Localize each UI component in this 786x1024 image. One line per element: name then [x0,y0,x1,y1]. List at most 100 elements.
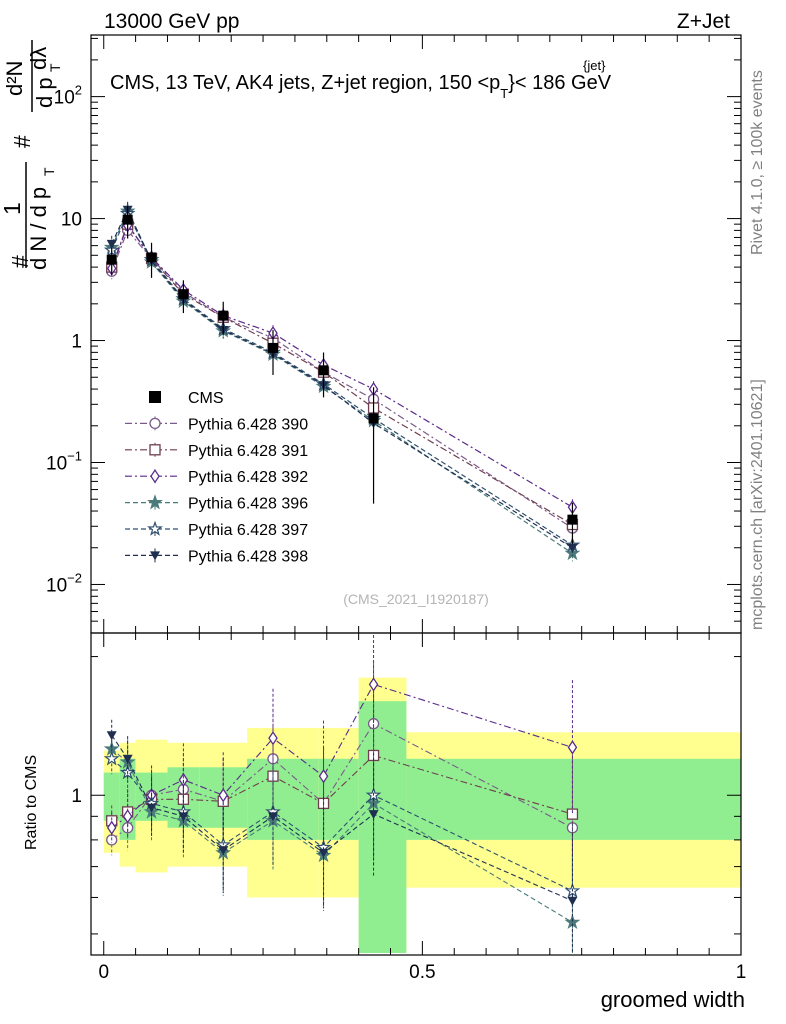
series-point [106,239,117,249]
y-tick-label-exponent: −2 [67,570,82,585]
ratio-point [122,754,133,764]
series-line [111,208,573,549]
ratio-point [218,788,229,803]
ratio-point [268,812,278,822]
plot-title-main: CMS, 13 TeV, AK4 jets, Z+jet region, 150… [110,72,500,94]
ratio-y-label: Ratio to CMS [23,755,40,850]
ratio-series [103,635,581,953]
band-inner [358,701,407,953]
series-line [111,212,573,546]
ratio-point [218,846,229,856]
ratio-point [178,812,189,822]
legend-marker [147,520,163,536]
ratio-y-ticks: 1 [71,656,741,935]
y-title-den2-sub: T [47,63,63,72]
ratio-point [146,803,157,813]
cms-point [106,254,117,265]
y-tick-label: 10 [61,210,82,231]
ratio-frame [90,632,742,956]
series-line [111,222,573,526]
y-tick-label: 1 [71,332,82,353]
plot-title: CMS, 13 TeV, AK4 jets, Z+jet region, 150… [110,72,612,101]
legend-label: Pythia 6.428 390 [188,416,308,433]
band-inner [247,758,319,840]
series-line [111,229,573,529]
ratio-line [111,683,573,829]
legend-label: Pythia 6.428 398 [188,548,308,565]
watermark: (CMS_2021_I1920187) [343,591,489,607]
legend: CMS Pythia 6.428 390 Pythia 6.428 391 Pythi… [125,390,308,565]
ratio-point [318,769,329,784]
x-tick-label: 0.5 [409,962,435,983]
ratio-point [268,731,278,746]
cms-point [146,252,157,263]
cms-point [318,365,329,376]
band-inner [103,772,120,821]
legend-marker [147,494,163,510]
y-tick-label: 102 [54,83,82,109]
main-plot: 102 10 1 10−1 10−2 CMS, 13 TeV, AK4 jets, Z+… [46,34,742,634]
plot-title-sup: {jet} [583,58,606,73]
cms-point [122,214,133,225]
series-line [111,224,573,508]
header-right: Z+Jet [677,10,730,33]
y-title-denom-sub: T [41,167,57,176]
main-x-ticks [103,35,742,633]
plot-title-sub: T [500,86,508,101]
cms-point [368,413,379,424]
legend-label: Pythia 6.428 397 [188,522,308,539]
cms-point [178,289,189,300]
x-tick-label: 0 [98,962,109,983]
y-title-denom: d N / d p [26,187,51,270]
legend-marker [149,444,161,456]
legend-label-cms: CMS [188,390,224,407]
header-left: 13000 GeV pp [104,10,239,33]
main-series [103,201,581,562]
mcplots-label: mcplots.cern.ch [arXiv:2401.10621] [749,379,766,630]
ratio-point [566,808,579,820]
cms-point [268,342,278,353]
series-point [567,543,578,553]
plot-title-tail: }< 186 GeV [508,72,612,94]
ratio-point [368,677,379,692]
y-tick-label: 10−1 [46,449,82,475]
ratio-point [368,810,379,820]
y-tick-label-exponent: −1 [67,449,82,464]
y-tick-label-exponent: 2 [75,83,82,98]
ratio-point [106,731,117,741]
y-title-hash2: # [9,135,35,148]
y-title-dlambda: dλ [26,47,51,70]
main-frame [90,34,742,634]
cms-point [567,514,578,525]
cms-point [218,310,229,321]
x-tick-label: 1 [736,962,747,983]
ratio-x-ticks: 0 0.5 1 [98,633,746,983]
x-axis-label: groomed width [601,987,745,1012]
ratio-point [567,896,578,906]
y-title-num: d²N [2,61,27,96]
rivet-label: Rivet 4.1.0, ≥ 100k events [749,70,766,255]
ratio-plot: 1 0 0.5 1 Ratio to CMS groomed width [23,632,746,1012]
y-tick-label: 10−2 [46,570,82,596]
ratio-point [106,820,117,835]
ratio-point [122,809,133,824]
ratio-point [103,750,120,766]
legend-marker [150,551,160,561]
legend-marker [149,417,161,430]
legend-label: Pythia 6.428 391 [188,443,308,460]
y-title-one: 1 [0,202,25,215]
ratio-point [367,718,380,730]
ratio-y-tick-label: 1 [71,786,82,807]
ratio-point [567,740,578,755]
y-title-den2: d p [32,77,57,108]
ratio-line [111,722,573,841]
legend-marker-cms [149,391,161,403]
ratio-point [318,848,329,858]
legend-marker [150,469,160,484]
main-cms-points [106,205,578,545]
ratio-bands [103,677,741,953]
legend-label: Pythia 6.428 392 [188,469,308,486]
main-y-ticks: 102 10 1 10−1 10−2 [46,37,741,634]
y-axis-title: # 1 d N / d p T # d²N d p T dλ [0,40,63,270]
